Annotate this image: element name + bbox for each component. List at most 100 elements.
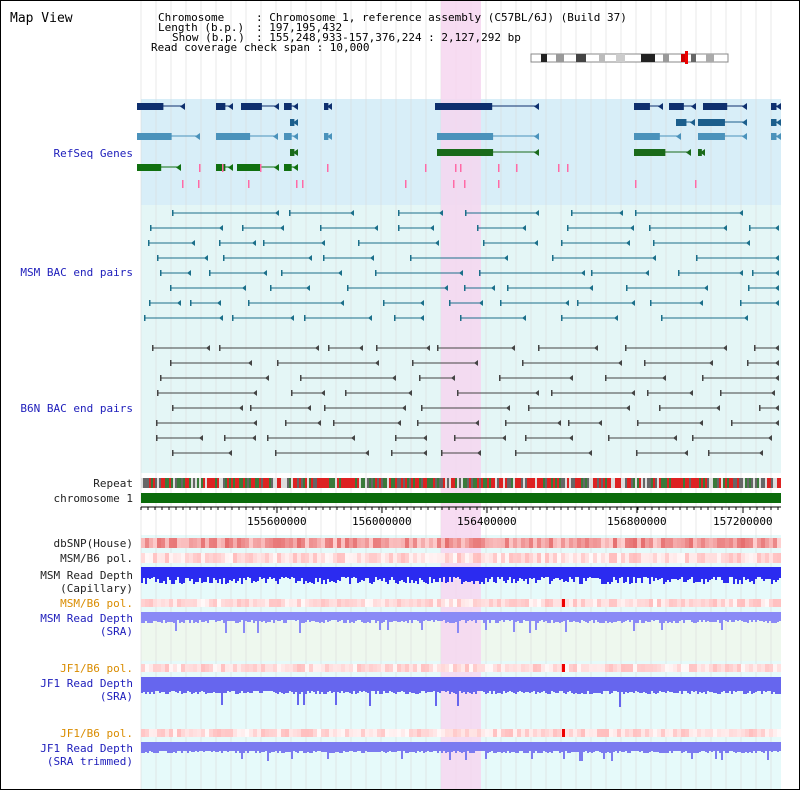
read-depth-bar	[553, 567, 555, 579]
polymorphism-cell	[569, 553, 573, 563]
read-depth-bar	[349, 612, 351, 623]
repeat-element	[475, 478, 477, 488]
read-depth-bar	[477, 742, 479, 751]
read-depth-bar	[165, 742, 167, 751]
read-depth-bar	[743, 677, 745, 694]
polymorphism-cell	[225, 664, 229, 672]
read-depth-bar	[533, 612, 535, 621]
read-depth-bar	[147, 742, 149, 753]
msm-bac-end	[460, 315, 462, 321]
polymorphism-cell	[565, 553, 569, 563]
polymorphism-cell	[541, 599, 545, 607]
read-depth-bar	[325, 567, 327, 584]
read-depth-bar	[441, 742, 443, 753]
read-depth-bar	[729, 567, 731, 577]
repeat-element	[229, 478, 231, 488]
read-depth-bar	[197, 742, 199, 752]
polymorphism-cell	[533, 664, 537, 672]
read-depth-bar	[257, 567, 259, 581]
read-depth-bar	[457, 742, 459, 751]
polymorphism-cell	[421, 538, 425, 548]
polymorphism-cell	[425, 729, 429, 737]
read-depth-bar	[441, 677, 443, 691]
read-depth-bar	[511, 612, 513, 620]
read-depth-bar	[617, 567, 619, 583]
read-depth-bar	[591, 677, 593, 694]
polymorphism-cell	[201, 538, 205, 548]
polymorphism-cell	[257, 664, 261, 672]
read-depth-bar	[429, 677, 431, 692]
read-depth-bar	[557, 567, 559, 578]
polymorphism-cell	[745, 538, 749, 548]
polymorphism-cell	[145, 729, 149, 737]
read-depth-bar	[517, 677, 519, 692]
polymorphism-cell	[673, 664, 677, 672]
read-depth-bar	[175, 677, 177, 692]
repeat-element	[501, 478, 503, 488]
repeat-element	[191, 478, 193, 488]
read-depth-bar	[379, 677, 381, 694]
read-depth-bar	[335, 612, 337, 620]
read-depth-bar	[155, 677, 157, 691]
read-depth-bar	[433, 677, 435, 691]
read-depth-bar	[541, 677, 543, 692]
b6n-bac-end-arrow	[709, 360, 713, 366]
msm-bac-end	[170, 285, 172, 291]
read-depth-bar	[763, 677, 765, 691]
read-depth-bar	[393, 677, 395, 693]
refseq-gene-exon	[324, 133, 329, 140]
polymorphism-cell	[645, 599, 649, 607]
read-depth-bar	[425, 742, 427, 752]
read-depth-bar	[481, 612, 483, 620]
refseq-gene-exon	[216, 103, 226, 110]
polymorphism-cell	[617, 553, 621, 563]
polymorphism-cell	[641, 599, 645, 607]
read-depth-bar	[275, 742, 277, 751]
polymorphism-cell	[353, 538, 357, 548]
polymorphism-cell	[285, 729, 289, 737]
polymorphism-cell	[377, 599, 381, 607]
read-depth-bar	[419, 677, 421, 693]
polymorphism-cell	[425, 553, 429, 563]
read-depth-bar	[239, 742, 241, 753]
polymorphism-cell	[233, 664, 237, 672]
polymorphism-cell	[725, 599, 729, 607]
polymorphism-cell	[489, 729, 493, 737]
read-depth-bar	[239, 677, 241, 693]
read-depth-bar	[343, 677, 345, 693]
read-depth-bar	[509, 742, 511, 753]
polymorphism-cell	[713, 729, 717, 737]
read-depth-bar	[321, 567, 323, 584]
read-depth-bar	[555, 677, 557, 693]
repeat-element	[205, 478, 207, 488]
repeat-element	[515, 478, 517, 488]
polymorphism-cell	[477, 664, 481, 672]
polymorphism-cell	[565, 538, 569, 548]
polymorphism-cell	[701, 538, 705, 548]
polymorphism-cell	[453, 599, 457, 607]
read-depth-bar	[703, 612, 705, 620]
read-depth-bar	[147, 677, 149, 692]
read-depth-bar	[669, 677, 671, 692]
read-depth-bar	[641, 677, 643, 693]
read-depth-bar	[497, 612, 499, 623]
read-depth-bar	[687, 742, 689, 753]
polymorphism-cell	[637, 553, 641, 563]
polymorphism-cell	[285, 664, 289, 672]
read-depth-bar	[667, 677, 669, 691]
b6n-bac-end	[160, 375, 162, 381]
b6n-bac-end	[417, 420, 419, 426]
read-depth-bar	[247, 742, 249, 753]
read-depth-bar	[493, 742, 495, 753]
polymorphism-cell	[633, 664, 637, 672]
read-depth-bar	[517, 612, 519, 621]
repeat-element	[409, 478, 411, 488]
read-depth-bar	[169, 677, 171, 692]
repeat-element	[757, 478, 759, 488]
polymorphism-cell	[489, 538, 493, 548]
read-depth-bar	[601, 742, 603, 753]
repeat-element	[197, 478, 199, 488]
polymorphism-cell	[425, 538, 429, 548]
read-depth-bar	[635, 612, 637, 623]
